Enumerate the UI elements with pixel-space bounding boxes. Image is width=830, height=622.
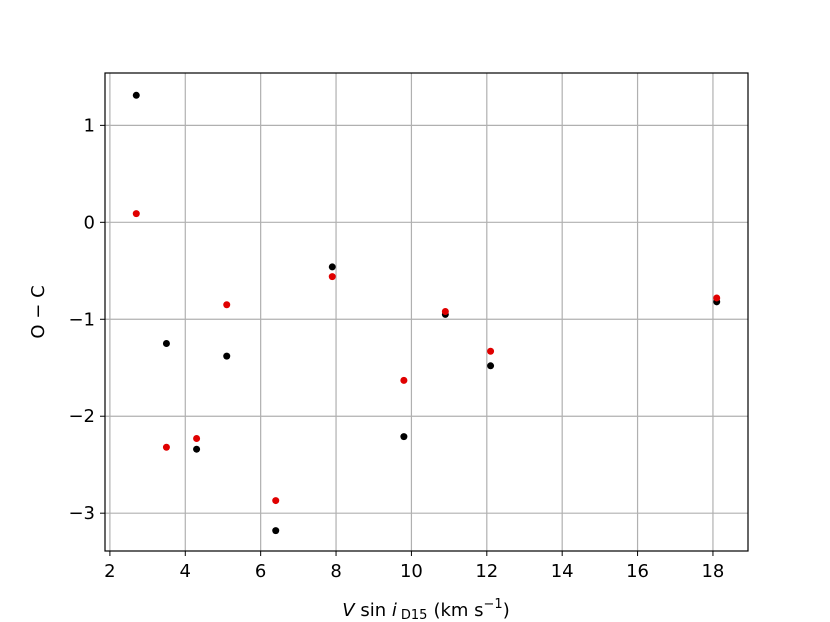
point	[272, 497, 280, 505]
point	[400, 376, 408, 384]
x-label-part: i	[392, 600, 397, 621]
x-label-part: sin	[360, 600, 386, 621]
x-tick-label: 8	[330, 561, 341, 582]
point	[223, 301, 231, 309]
point	[487, 347, 495, 355]
plot-area	[105, 73, 748, 551]
x-tick-label: 16	[626, 561, 649, 582]
point	[328, 273, 336, 281]
y-tick-label: 1	[84, 115, 95, 136]
x-axis-label: V sin i D15 (km s−1)	[342, 597, 509, 622]
x-tick-label: 6	[255, 561, 266, 582]
y-tick-label: 0	[84, 212, 95, 233]
point	[441, 308, 449, 316]
x-label-part: )	[503, 600, 510, 621]
y-tick-label: −3	[68, 503, 95, 524]
x-tick-label: 4	[180, 561, 191, 582]
point	[132, 210, 140, 218]
point	[328, 263, 336, 271]
point	[193, 445, 201, 453]
point	[162, 443, 170, 451]
y-tick-label: −1	[68, 309, 95, 330]
x-label-part: (km s	[433, 600, 483, 621]
point	[713, 294, 721, 302]
x-tick-label: 12	[475, 561, 498, 582]
grid: 2 4 6 8 10 12 14 16 18 −3 −2 −1 0 1	[68, 73, 748, 582]
x-tick-label: 2	[104, 561, 115, 582]
x-label-part: −1	[484, 597, 503, 612]
point	[487, 362, 495, 370]
point	[132, 91, 140, 99]
x-label-part: D15	[401, 608, 428, 622]
x-tick-label: 18	[701, 561, 724, 582]
point	[400, 433, 408, 441]
x-tick-label: 14	[551, 561, 574, 582]
x-tick-label: 10	[400, 561, 423, 582]
y-tick-label: −2	[68, 406, 95, 427]
x-label-part: V	[342, 600, 356, 621]
point	[162, 340, 170, 348]
point	[193, 435, 201, 443]
points	[132, 91, 721, 535]
y-axis-label: O − C	[28, 285, 49, 338]
point	[223, 352, 231, 360]
axes-frame	[104, 72, 749, 552]
point	[272, 527, 280, 535]
